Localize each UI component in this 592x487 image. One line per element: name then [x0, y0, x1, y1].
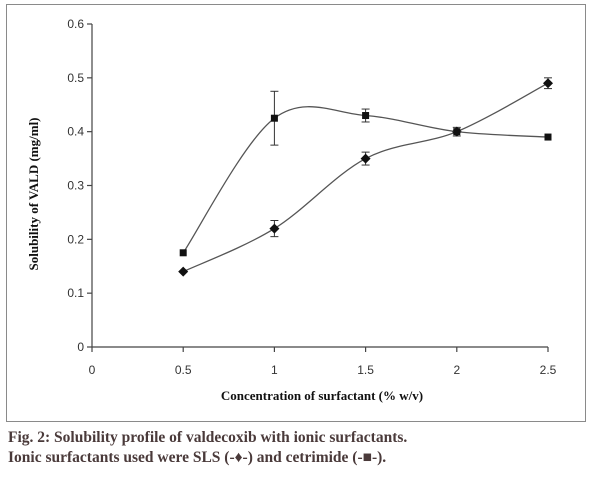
solubility-chart: 0 0.1 0.2 0.3 0.4 0.5 0.6 0 0.5 1 1.5 2 2.5 Solubili…: [26, 17, 557, 403]
y-tick-label: 0.2: [67, 232, 84, 246]
data-point-square: [270, 114, 278, 122]
data-point-square: [362, 112, 370, 120]
series-layer: [178, 77, 553, 277]
x-tick-label: 1: [271, 363, 278, 377]
y-tick-label: 0.3: [67, 179, 84, 193]
series-cetrimide: [179, 90, 552, 257]
series-line-cetrimide: [182, 106, 549, 254]
x-axis-title: Concentration of surfactant (% w/v): [221, 388, 423, 403]
y-tick-label: 0.6: [67, 17, 84, 31]
x-tick-label: 2: [453, 363, 460, 377]
x-tick-label: 2.5: [540, 363, 557, 377]
x-tick-label: 0: [89, 363, 96, 377]
caption-line-2: Ionic surfactants used were SLS (-♦-) an…: [8, 449, 387, 466]
y-axis-title: Solubility of VALD (mg/ml): [26, 117, 41, 270]
y-tick-label: 0.1: [67, 286, 84, 300]
data-point-square: [453, 128, 461, 136]
y-tick-label: 0: [77, 340, 84, 354]
axes: 0 0.1 0.2 0.3 0.4 0.5 0.6 0 0.5 1 1.5 2 2.5: [67, 17, 556, 377]
data-point-square: [179, 249, 187, 257]
x-tick-label: 0.5: [175, 363, 192, 377]
figure-frame: [6, 4, 586, 422]
series-sls: [178, 77, 553, 277]
data-point-diamond: [543, 78, 553, 89]
data-point-diamond: [269, 223, 280, 234]
data-point-diamond: [178, 266, 189, 277]
data-point-diamond: [360, 153, 371, 164]
x-tick-label: 1.5: [357, 363, 374, 377]
data-point-square: [544, 133, 552, 141]
y-tick-label: 0.4: [67, 125, 84, 139]
y-tick-label: 0.5: [67, 71, 84, 85]
caption-line-1: Fig. 2: Solubility profile of valdecoxib…: [8, 429, 408, 446]
figure-caption: Fig. 2: Solubility profile of valdecoxib…: [8, 428, 588, 468]
